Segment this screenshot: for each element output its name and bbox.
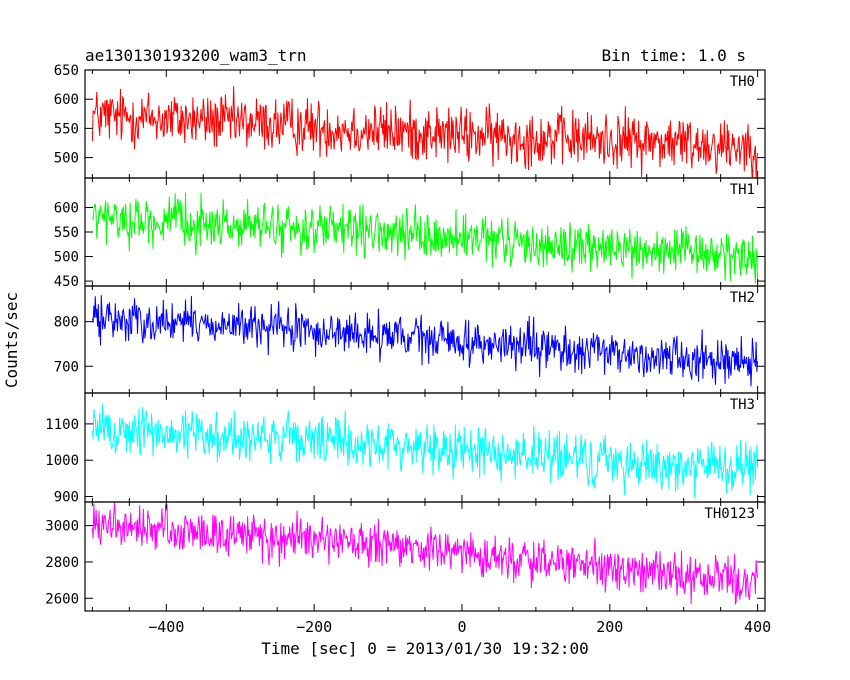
bin-time-label: Bin time: 1.0 s xyxy=(602,46,747,65)
y-tick-label: 1000 xyxy=(45,453,79,469)
chart-title: ae130130193200_wam3_trn xyxy=(85,46,307,65)
y-tick-label: 550 xyxy=(54,225,79,241)
panel-name-label: TH0 xyxy=(730,74,755,90)
panel-th0123: 2600 2800 3000 TH0123 xyxy=(45,501,766,612)
panel-th1: 450 500 550 600 TH1 xyxy=(54,177,766,290)
x-tick-label: −400 xyxy=(148,618,184,636)
y-tick-label: 2600 xyxy=(45,591,79,607)
panel-name-label: TH3 xyxy=(730,397,755,413)
y-tick-label: 2800 xyxy=(45,555,79,571)
y-tick-label: 500 xyxy=(54,250,79,266)
series-th0123-line xyxy=(91,502,759,605)
y-tick-label: 3000 xyxy=(45,519,79,535)
series-th0-line xyxy=(91,86,759,178)
y-tick-label: 500 xyxy=(54,151,79,167)
series-th2-line xyxy=(91,295,759,387)
panel-name-label: TH0123 xyxy=(704,506,755,522)
y-tick-label: 450 xyxy=(54,274,79,290)
x-tick-label: −200 xyxy=(296,618,332,636)
panel-group: 500 550 600 650 TH0 450 500 550 600 TH1 700 800 TH2 9… xyxy=(45,63,771,636)
panel-th0: 500 550 600 650 TH0 xyxy=(54,63,766,179)
series-th1-line xyxy=(91,192,759,284)
y-tick-label: 650 xyxy=(54,63,79,79)
panel-th2: 700 800 TH2 xyxy=(54,285,766,394)
y-tick-label: 800 xyxy=(54,315,79,331)
y-tick-label: 1100 xyxy=(45,417,79,433)
y-axis-label: Counts/sec xyxy=(2,292,21,388)
y-tick-label: 900 xyxy=(54,490,79,506)
panel-th3: 900 1000 1100 TH3 xyxy=(45,392,766,506)
series-th3-line xyxy=(91,403,759,499)
x-tick-label: 0 xyxy=(457,618,466,636)
y-tick-label: 550 xyxy=(54,121,79,137)
panel-name-label: TH1 xyxy=(730,182,755,198)
x-axis-label: Time [sec] 0 = 2013/01/30 19:32:00 xyxy=(261,639,589,658)
x-tick-label: 200 xyxy=(596,618,623,636)
panel-name-label: TH2 xyxy=(730,290,755,306)
y-tick-label: 600 xyxy=(54,92,79,108)
x-tick-label: 400 xyxy=(744,618,771,636)
y-tick-label: 700 xyxy=(54,359,79,375)
y-tick-label: 600 xyxy=(54,200,79,216)
